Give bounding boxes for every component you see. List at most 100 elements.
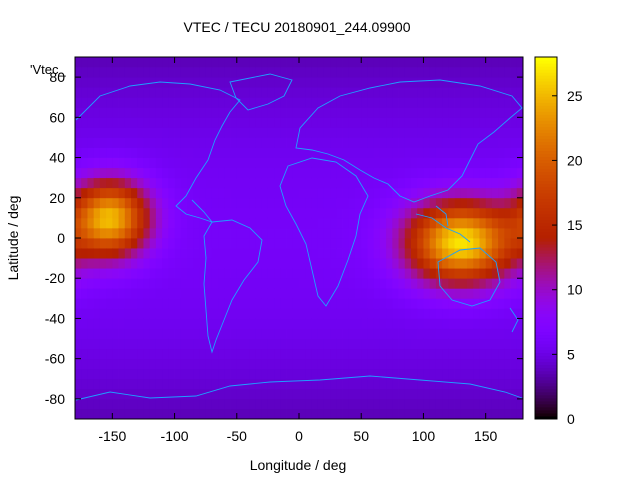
heatmap-cell [99,177,107,189]
heatmap-cell [75,368,82,380]
heatmap-cell [168,268,175,279]
heatmap-cell [448,288,455,299]
heatmap-cell [137,268,144,279]
heatmap-cell [435,117,443,128]
heatmap-cell [187,187,194,199]
heatmap-cell [336,157,343,169]
heatmap-cell [292,137,300,148]
heatmap-cell [286,137,294,148]
heatmap-cell [479,368,487,380]
heatmap-cell [311,87,319,98]
colorbar-segment [535,204,557,209]
heatmap-cell [373,358,381,370]
heatmap-cell [498,298,505,309]
heatmap-cell [311,197,319,209]
heatmap-cell [411,388,418,400]
heatmap-cell [516,177,524,189]
heatmap-cell [355,137,362,148]
colorbar-segment [535,216,557,221]
heatmap-cell [423,308,431,319]
heatmap-cell [292,167,300,179]
heatmap-cell [174,348,182,360]
heatmap-cell [460,187,468,199]
heatmap-cell [348,318,356,329]
heatmap-cell [155,288,163,299]
heatmap-cell [311,238,319,249]
heatmap-cell [336,358,343,370]
heatmap-cell [99,298,107,309]
heatmap-cell [398,248,406,259]
heatmap-cell [274,217,281,229]
heatmap-cell [143,408,151,420]
heatmap-cell [336,288,343,299]
heatmap-cell [193,67,200,78]
heatmap-cell [342,117,350,128]
heatmap-cell [373,308,381,319]
heatmap-cell [174,368,182,380]
heatmap-cell [243,117,250,128]
heatmap-cell [255,408,263,420]
heatmap-cell [323,388,331,400]
heatmap-cell [342,398,350,410]
heatmap-cell [168,378,175,390]
heatmap-cell [299,167,306,179]
heatmap-cell [292,338,300,350]
heatmap-cell [261,278,269,289]
heatmap-cell [373,187,381,199]
heatmap-cell [411,107,418,118]
heatmap-cell [348,248,356,259]
heatmap-cell [218,268,225,279]
heatmap-cell [236,378,244,390]
heatmap-cell [348,268,356,279]
heatmap-cell [274,308,281,319]
heatmap-cell [267,197,275,209]
heatmap-cell [311,97,319,108]
heatmap-cell [330,107,337,118]
heatmap-cell [448,97,455,108]
heatmap-cell [205,57,213,68]
heatmap-cell [205,147,213,158]
heatmap-cell [168,117,175,128]
heatmap-cell [93,197,101,209]
heatmap-cell [429,308,437,319]
heatmap-cell [274,67,281,78]
heatmap-cell [280,177,287,189]
heatmap-cell [93,97,101,108]
heatmap-cell [317,117,325,128]
heatmap-cell [149,147,157,158]
heatmap-cell [404,298,412,309]
heatmap-cell [224,358,231,370]
heatmap-cell [361,127,368,138]
heatmap-cell [435,77,443,88]
heatmap-cell [155,57,163,68]
heatmap-cell [398,97,406,108]
y-tick-label: 20 [49,190,65,206]
heatmap-cell [342,348,350,360]
heatmap-cell [205,278,213,289]
heatmap-cell [361,67,368,78]
heatmap-cell [485,308,493,319]
heatmap-cell [435,147,443,158]
heatmap-cell [386,368,393,380]
heatmap-cell [187,288,194,299]
heatmap-cell [323,137,331,148]
heatmap-cell [124,107,132,118]
heatmap-cell [454,127,462,138]
heatmap-cell [448,258,455,269]
heatmap-cell [118,137,126,148]
heatmap-cell [305,207,312,219]
heatmap-cell [99,408,107,420]
heatmap-cell [81,238,88,249]
heatmap-cell [87,107,95,118]
heatmap-cell [411,57,418,68]
heatmap-cell [479,358,487,370]
heatmap-cell [187,378,194,390]
heatmap-cell [267,57,275,68]
heatmap-cell [417,328,424,339]
heatmap-cell [336,117,343,128]
heatmap-cell [211,278,219,289]
heatmap-cell [361,378,368,390]
heatmap-cell [342,207,350,219]
heatmap-cell [467,87,474,98]
heatmap-cell [224,268,231,279]
